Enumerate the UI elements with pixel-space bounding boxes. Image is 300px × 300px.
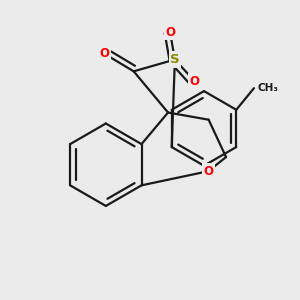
Text: CH₃: CH₃ [258, 83, 279, 93]
Text: O: O [165, 26, 175, 39]
Text: S: S [170, 53, 180, 66]
Text: O: O [190, 75, 200, 88]
Text: O: O [99, 47, 109, 60]
Text: O: O [203, 165, 213, 178]
